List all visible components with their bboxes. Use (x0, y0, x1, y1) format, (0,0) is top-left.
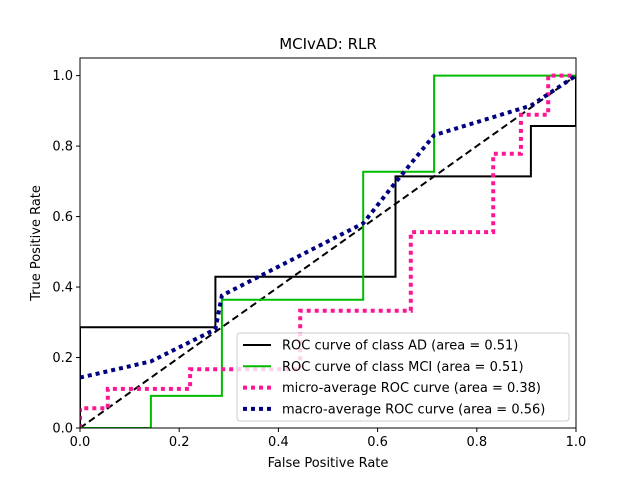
series-line-0 (80, 75, 576, 428)
legend: ROC curve of class AD (area = 0.51) ROC c… (236, 332, 570, 422)
x-tick-label: 0.2 (169, 435, 190, 450)
x-tick-label: 1.0 (566, 435, 587, 450)
legend-label-2: micro-average ROC curve (area = 0.38) (282, 381, 541, 396)
legend-label-0: ROC curve of class AD (area = 0.51) (282, 339, 518, 354)
legend-box (236, 332, 570, 422)
legend-label-1: ROC curve of class MCI (area = 0.51) (282, 360, 524, 375)
x-tick-label: 0.4 (268, 435, 289, 450)
x-tick-label: 0.0 (70, 435, 91, 450)
series-line-2 (80, 73, 576, 428)
chance-diagonal-line (80, 74, 576, 428)
series-line-1 (80, 74, 576, 428)
series-line-3 (80, 73, 576, 380)
y-tick-label: 0.0 (52, 422, 73, 437)
y-axis-label: True Positive Rate (29, 185, 44, 302)
y-tick-label: 0.6 (52, 210, 73, 225)
x-axis-label: False Positive Rate (268, 456, 389, 471)
chart-title: MCIvAD: RLR (279, 35, 377, 53)
y-axis: 0.0 0.2 0.4 0.6 0.8 1.0 (52, 69, 80, 437)
series-layer (80, 73, 576, 428)
x-tick-label: 0.6 (367, 435, 388, 450)
legend-label-3: macro-average ROC curve (area = 0.56) (282, 402, 545, 417)
plot-frame (79, 57, 577, 429)
y-tick-label: 1.0 (52, 69, 73, 84)
y-tick-label: 0.2 (52, 351, 73, 366)
y-tick-label: 0.4 (52, 281, 73, 296)
y-tick-label: 0.8 (52, 140, 73, 155)
x-axis: 0.0 0.2 0.4 0.6 0.8 1.0 (70, 428, 587, 450)
x-tick-label: 0.8 (466, 435, 487, 450)
